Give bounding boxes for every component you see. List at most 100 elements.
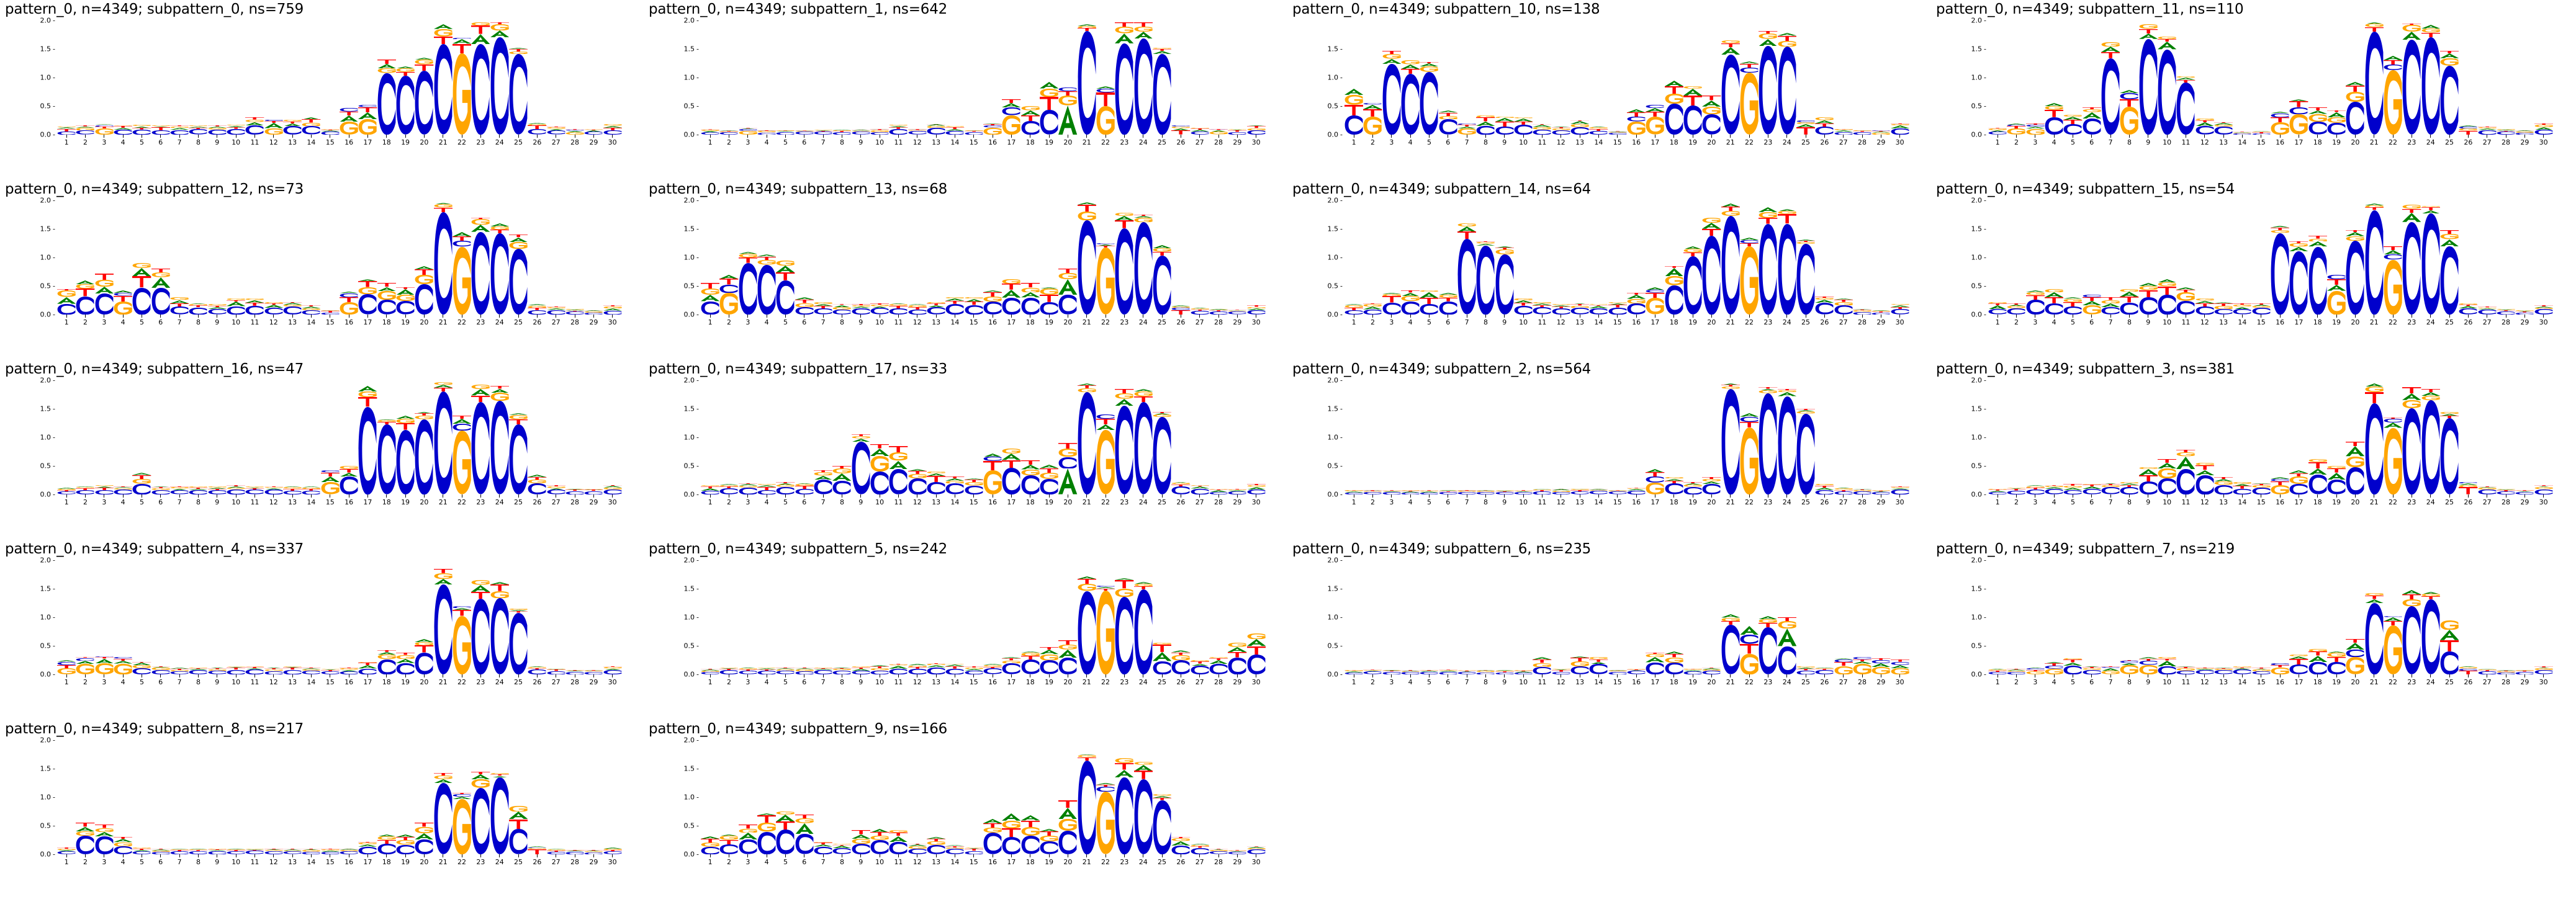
logo-letter-a-icon xyxy=(132,662,151,666)
logo-letter-t-icon xyxy=(452,236,472,241)
logo-letter-t-icon xyxy=(245,117,264,120)
x-axis-tick: 29 xyxy=(1228,315,1246,329)
x-axis-tick-label: 9 xyxy=(1502,498,1507,506)
x-axis-tick: 20 xyxy=(2346,135,2364,150)
logo-letter-g-icon xyxy=(2421,396,2440,401)
logo-letter-t-icon xyxy=(1683,481,1703,483)
x-axis-tick-label: 5 xyxy=(2070,138,2075,146)
x-axis-tick: 12 xyxy=(264,135,283,150)
logo-letter-t-icon xyxy=(1457,231,1477,239)
logo-letter-a-icon xyxy=(1551,669,1570,671)
logo-stack xyxy=(1115,200,1134,315)
y-axis-tick-mark: - xyxy=(53,225,55,233)
logo-letter-a-icon xyxy=(57,660,76,662)
x-axis-tick-mark xyxy=(1523,494,1524,498)
logo-letter-c-icon xyxy=(76,836,94,854)
x-axis-tick-label: 5 xyxy=(1426,498,1431,506)
x-axis-tick: 26 xyxy=(1815,315,1834,329)
logo-letter-g-icon xyxy=(2063,114,2083,117)
logo-stack xyxy=(1133,560,1153,674)
logo-letter-g-icon xyxy=(1608,132,1627,133)
x-axis-tick-label: 20 xyxy=(2351,678,2360,686)
logo-letter-a-icon xyxy=(1039,465,1059,468)
x-axis-tick-label: 12 xyxy=(912,138,922,146)
logo-stack xyxy=(1363,380,1382,494)
x-axis-tick-label: 11 xyxy=(1538,678,1547,686)
logo-letter-c-icon xyxy=(1058,295,1077,315)
logo-letter-a-icon xyxy=(1152,796,1172,798)
y-axis-tick: 1.5- xyxy=(1971,585,1988,593)
logo-letter-a-icon xyxy=(701,295,720,302)
logo-stack xyxy=(1702,380,1721,494)
x-axis-tick-label: 6 xyxy=(158,678,163,686)
x-axis-tick-mark xyxy=(1997,674,1998,677)
logo-letter-g-icon xyxy=(490,393,509,401)
x-axis-tick-label: 17 xyxy=(1007,498,1016,506)
x-axis-tick-label: 5 xyxy=(139,498,144,506)
logo-stack xyxy=(57,380,76,494)
x-axis-tick-label: 7 xyxy=(821,858,826,866)
y-axis-tick: 1.5- xyxy=(1971,225,1988,233)
logo-letter-g-icon xyxy=(1134,762,1153,765)
x-axis-tick-mark xyxy=(1598,674,1599,677)
x-axis-tick-mark xyxy=(386,494,387,498)
logo-letter-a-icon xyxy=(245,122,264,126)
logo-letter-a-icon xyxy=(1400,491,1420,493)
logo-stack xyxy=(2326,20,2346,135)
logo-letter-c-icon xyxy=(1382,491,1401,494)
logo-letter-c-icon xyxy=(76,490,94,494)
x-axis-tick-mark xyxy=(2110,494,2111,498)
y-axis-tick: 0.5- xyxy=(1971,642,1988,650)
logo-letter-c-icon xyxy=(1228,491,1246,494)
x-axis-tick: 16 xyxy=(2271,315,2289,329)
logo-letter-a-icon xyxy=(2289,246,2308,251)
x-axis-tick: 21 xyxy=(434,674,453,689)
x-axis-tick-mark xyxy=(1843,674,1844,677)
logo-letter-t-icon xyxy=(2063,484,2083,486)
logo-letter-a-icon xyxy=(1115,33,1134,43)
x-axis: 1 2 3 4 5 6 7 8 9 10 11 12 13 14 15 16 17 18 19 20 21 22 23 24 2… xyxy=(1988,135,2553,150)
logo-letter-c-icon xyxy=(509,424,528,494)
logo-stack xyxy=(2176,560,2195,674)
logo-letter-c-icon xyxy=(2459,481,2477,484)
logo-letter-a-icon xyxy=(926,665,946,668)
logo-letter-c-icon xyxy=(945,483,964,494)
logo-letter-a-icon xyxy=(983,664,1002,666)
logo-letter-t-icon xyxy=(2101,297,2120,300)
logo-letter-c-icon xyxy=(1002,297,1020,315)
x-axis-tick: 10 xyxy=(1514,674,1533,689)
x-axis-tick-mark xyxy=(2223,315,2224,318)
logo-letter-c-icon xyxy=(302,126,320,135)
x-axis-tick: 29 xyxy=(1228,135,1246,150)
logo-letter-t-icon xyxy=(2251,303,2271,305)
logo-letter-c-icon xyxy=(377,659,396,674)
logo-stack xyxy=(2101,380,2120,494)
x-axis-tick-label: 26 xyxy=(2464,498,2473,506)
y-axis-tick-mark: - xyxy=(1340,613,1343,622)
x-axis-tick-label: 25 xyxy=(1801,318,1811,326)
logo-letter-t-icon xyxy=(757,815,777,823)
logo-letter-c-icon xyxy=(321,470,340,473)
y-axis-tick-mark: - xyxy=(53,556,55,565)
logo-letter-c-icon xyxy=(795,834,814,854)
x-axis-tick: 6 xyxy=(1439,494,1457,509)
x-axis-tick-label: 10 xyxy=(875,318,885,326)
x-axis-tick: 12 xyxy=(2195,674,2214,689)
logo-letter-a-icon xyxy=(452,231,472,236)
logo-panel: pattern_0, n=4349; subpattern_15, ns=54 2… xyxy=(1931,180,2575,360)
x-axis-tick-mark xyxy=(935,494,937,498)
x-axis-tick-mark xyxy=(747,854,749,857)
x-axis-tick-mark xyxy=(367,674,368,677)
logo-letter-c-icon xyxy=(1721,216,1740,315)
logo-letter-c-icon xyxy=(227,851,245,854)
x-axis-tick-mark xyxy=(197,854,199,857)
logo-letter-g-icon xyxy=(1533,302,1552,303)
logo-letter-t-icon xyxy=(1988,490,2007,491)
logo-stack xyxy=(983,200,1002,315)
logo-letter-t-icon xyxy=(2213,122,2233,123)
logo-letter-c-icon xyxy=(377,300,396,315)
logo-letter-g-icon xyxy=(1702,106,1721,115)
logo-letter-a-icon xyxy=(1589,661,1608,664)
x-axis-tick-mark xyxy=(122,674,124,677)
y-axis-tick: 1.0- xyxy=(684,254,701,262)
